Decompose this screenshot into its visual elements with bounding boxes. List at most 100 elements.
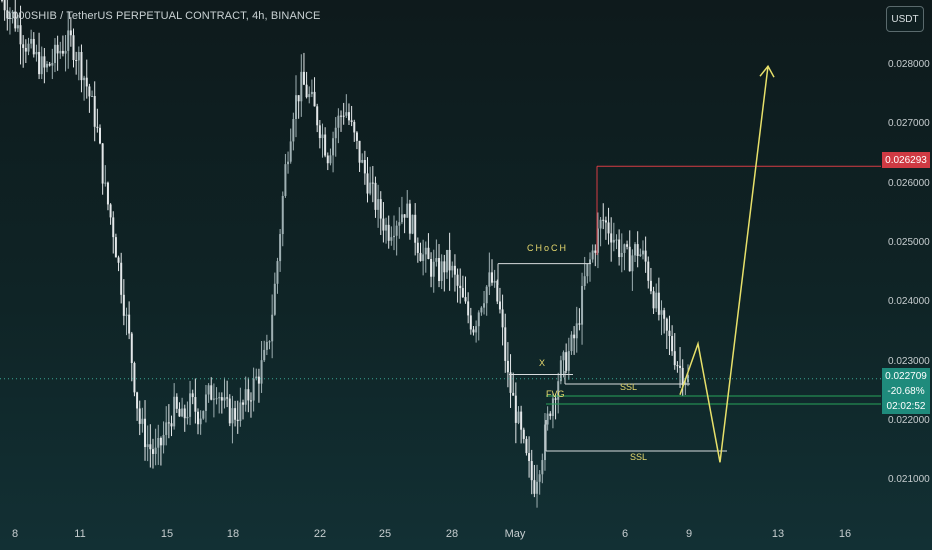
candle-body: [122, 294, 125, 316]
candle-body: [557, 381, 560, 400]
currency-button[interactable]: USDT: [886, 6, 924, 32]
candle-body: [514, 395, 517, 423]
candle-body: [234, 408, 237, 420]
candle-body: [321, 134, 324, 139]
candle-body: [64, 50, 67, 54]
candle-body: [51, 62, 54, 66]
time-tick-label: 16: [838, 528, 852, 540]
candle-body: [242, 402, 245, 405]
candle-body: [578, 323, 581, 325]
candle-body: [337, 115, 340, 128]
time-tick-label: 22: [313, 528, 327, 540]
candle-body: [432, 261, 435, 277]
projection-arrowhead: [759, 64, 775, 78]
candle-body: [189, 393, 192, 417]
candle-body: [567, 351, 570, 371]
candle-body: [91, 96, 94, 98]
candle-body: [382, 218, 385, 231]
candle-body: [639, 254, 642, 256]
candle-body: [483, 303, 486, 308]
candle-body: [472, 329, 475, 333]
candle-body: [488, 272, 491, 287]
candle-body: [414, 214, 417, 243]
candle-body: [159, 437, 162, 446]
candle-body: [512, 392, 515, 396]
candle-body: [636, 244, 639, 256]
candle-body: [573, 334, 576, 339]
candle-body: [591, 250, 594, 260]
candle-body: [40, 56, 43, 75]
candle-body: [424, 247, 427, 255]
candle-body: [273, 283, 276, 315]
candle-body: [663, 310, 666, 319]
candle-body: [536, 481, 539, 494]
candle-body: [408, 203, 411, 234]
candle-body: [475, 326, 478, 333]
candle-body: [657, 292, 660, 315]
candle-body: [77, 51, 80, 61]
candle-body: [14, 11, 17, 29]
candle-body: [618, 239, 621, 258]
candle-body: [226, 397, 229, 399]
candle-body: [292, 119, 295, 142]
candle-body: [668, 330, 671, 337]
candle-body: [385, 224, 388, 231]
candle-body: [289, 141, 292, 162]
candle-body: [332, 138, 335, 156]
candle-body: [626, 244, 629, 247]
candle-body: [649, 280, 652, 292]
candle-body: [165, 422, 168, 435]
candle-body: [443, 261, 446, 273]
candle-body: [32, 38, 35, 55]
candle-body: [199, 418, 202, 425]
ssl-label-lower: SSL: [630, 452, 648, 462]
candle-body: [3, 0, 6, 11]
candle-body: [438, 258, 441, 282]
candle-body: [485, 286, 488, 304]
candle-body: [215, 398, 218, 400]
candle-body: [641, 250, 644, 255]
candle-body: [252, 378, 255, 401]
candle-body: [287, 161, 290, 165]
price-tick-label: 0.027000: [888, 118, 930, 130]
candle-body: [1, 0, 3, 1]
candle-body: [85, 77, 88, 87]
ssl-label-upper: SSL: [620, 382, 638, 392]
candle-body: [342, 115, 345, 117]
time-tick-label: May: [504, 528, 526, 540]
candle-body: [575, 323, 578, 339]
candle-body: [35, 51, 38, 55]
candle-body: [647, 261, 650, 281]
price-tick-label: 0.025000: [888, 236, 930, 248]
candle-body: [559, 360, 562, 382]
candle-body: [615, 239, 618, 241]
candle-body: [186, 416, 189, 419]
candle-body: [61, 50, 64, 54]
candle-body: [170, 423, 173, 427]
candle-body: [263, 349, 266, 361]
candle-body: [496, 280, 499, 302]
candle-body: [477, 312, 480, 327]
candle-body: [144, 418, 147, 448]
candle-body: [602, 219, 605, 221]
candle-body: [347, 112, 350, 121]
candle-body: [676, 365, 679, 367]
candle-body: [361, 159, 364, 163]
candle-body: [406, 203, 409, 218]
candle-body: [24, 47, 27, 52]
target-price-badge: 0.026293: [882, 152, 930, 168]
candle-body: [520, 411, 523, 430]
candle-body: [350, 120, 353, 122]
time-tick-label: 13: [771, 528, 785, 540]
candle-body: [440, 261, 443, 282]
candle-body: [297, 95, 300, 102]
candle-body: [228, 398, 231, 424]
candle-body: [358, 140, 361, 163]
candle-body: [305, 84, 308, 98]
candle-body: [247, 389, 250, 401]
candle-body: [191, 393, 194, 398]
candle-body: [377, 199, 380, 210]
candle-body: [599, 219, 602, 229]
candle-body: [570, 334, 573, 352]
